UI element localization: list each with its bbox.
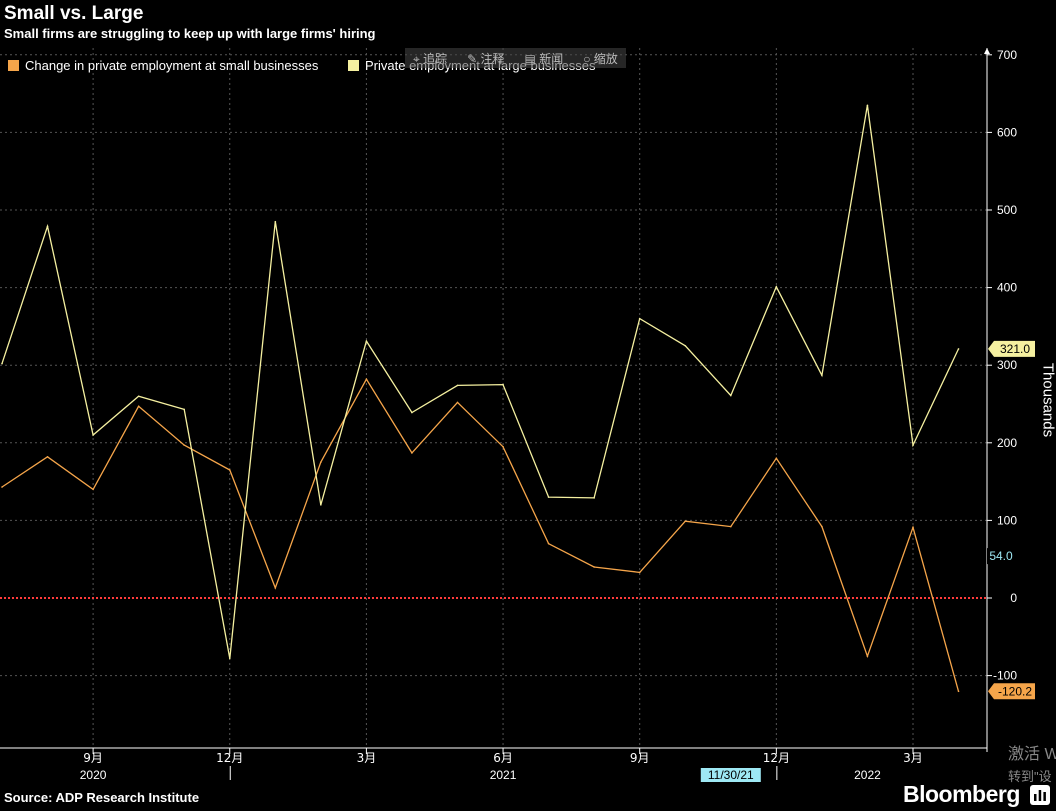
- data-point-large: [1, 362, 3, 365]
- series-line-large: [1, 105, 960, 659]
- data-point-large: [638, 317, 641, 320]
- x-tick-label: 9月: [630, 751, 650, 765]
- data-point-small: [46, 455, 49, 458]
- extra-axis-label: 54.0: [989, 549, 1013, 563]
- data-point-large: [730, 394, 732, 397]
- data-point-large: [92, 434, 94, 436]
- axis-labels: -100 0 100 200 300 400 500 600 700 9月 12月 3月 6月 9月 12月…: [80, 48, 1035, 782]
- y-tick-label: 0: [1010, 591, 1017, 605]
- y-axis-label: Thousands: [1039, 362, 1056, 438]
- date-badge: 11/30/21: [708, 768, 754, 782]
- data-point-small: [228, 469, 231, 471]
- y-tick-label: 300: [997, 358, 1017, 372]
- x-tick-label: 9月: [83, 751, 103, 765]
- data-point-large: [137, 395, 140, 398]
- x-tick-label: 12月: [216, 751, 243, 765]
- data-point-large: [411, 411, 413, 414]
- data-point-small: [638, 571, 641, 574]
- data-point-small: [866, 655, 869, 657]
- data-point-large: [866, 104, 869, 107]
- data-point-large: [684, 345, 687, 347]
- toolbar-track[interactable]: ⌖ 追踪: [413, 51, 448, 66]
- data-point-small: [411, 452, 413, 454]
- data-point-large: [912, 444, 914, 446]
- end-value-label: 321.0: [1000, 342, 1030, 356]
- toolbar-zoom[interactable]: ○ 缩放: [583, 51, 618, 66]
- x-year-label: 2021: [490, 768, 517, 782]
- data-point-small: [957, 690, 960, 693]
- y-tick-label: 600: [997, 125, 1017, 139]
- toolbar-news[interactable]: ▤ 新闻: [524, 51, 564, 66]
- data-point-large: [228, 657, 231, 660]
- os-activation-watermark-sub: 转到"设: [1008, 769, 1052, 784]
- data-point-small: [547, 542, 550, 545]
- data-point-large: [593, 497, 595, 499]
- data-point-small: [684, 520, 687, 522]
- data-point-large: [183, 408, 185, 411]
- data-point-small: [456, 401, 459, 404]
- legend-swatch-large: [348, 60, 359, 71]
- x-year-label: 2022: [854, 768, 881, 782]
- grid: [0, 48, 987, 748]
- x-tick-label: 3月: [903, 751, 923, 765]
- end-value-tag: [988, 340, 1035, 357]
- x-tick-label: 3月: [357, 751, 377, 765]
- extra-axis-label-bg: [987, 548, 1015, 565]
- x-tick-label: 6月: [493, 751, 513, 765]
- legend-label-small: Change in private employment at small bu…: [25, 58, 319, 73]
- x-year-label: 2020: [80, 768, 107, 782]
- data-point-small: [1, 486, 3, 488]
- brand-logo: Bloomberg: [903, 781, 1020, 807]
- axes: [0, 48, 992, 780]
- data-point-large: [46, 225, 49, 228]
- series-lines: [1, 104, 960, 693]
- data-point-small: [502, 445, 504, 448]
- data-point-large: [320, 504, 322, 506]
- end-value-tag: [988, 683, 1035, 700]
- source-note: Source: ADP Research Institute: [4, 790, 200, 805]
- legend-swatch-small: [8, 60, 19, 71]
- chart-toolbar-overlay: ⌖ 追踪 ✎ 注释 ▤ 新闻 ○ 缩放: [405, 48, 626, 68]
- y-tick-label: 700: [997, 48, 1017, 62]
- y-tick-label: -100: [993, 669, 1017, 683]
- data-point-large: [502, 383, 504, 386]
- data-point-small: [92, 488, 94, 491]
- data-point-small: [320, 461, 322, 464]
- x-tick-label: 12月: [763, 751, 790, 765]
- y-tick-label: 200: [997, 436, 1017, 450]
- data-point-small: [183, 444, 185, 446]
- series-line-small: [1, 377, 960, 692]
- data-point-small: [821, 525, 823, 528]
- os-activation-watermark: 激活 W: [1008, 746, 1056, 763]
- data-point-large: [821, 374, 823, 377]
- data-point-large: [547, 496, 550, 498]
- data-point-large: [456, 384, 459, 387]
- end-value-label: -120.2: [998, 684, 1032, 698]
- y-tick-label: 500: [997, 203, 1017, 217]
- date-badge-bg: [700, 768, 761, 782]
- data-point-large: [957, 348, 960, 350]
- data-point-small: [730, 525, 732, 528]
- data-point-small: [775, 457, 778, 460]
- y-tick-label: 400: [997, 281, 1017, 295]
- y-axis-arrow: [984, 48, 990, 54]
- data-point-large: [274, 220, 277, 223]
- data-point-large: [365, 340, 368, 342]
- data-point-small: [137, 405, 140, 408]
- data-point-large: [775, 286, 778, 288]
- data-point-small: [365, 378, 368, 380]
- y-tick-label: 100: [997, 513, 1017, 527]
- chart-title: Small vs. Large: [4, 3, 144, 24]
- legend-item-small[interactable]: Change in private employment at small bu…: [8, 58, 318, 73]
- toolbar-annotate[interactable]: ✎ 注释: [467, 51, 505, 66]
- data-point-small: [274, 587, 277, 589]
- data-point-small: [912, 526, 914, 529]
- data-point-small: [593, 566, 595, 568]
- chart-subtitle: Small firms are struggling to keep up wi…: [4, 26, 376, 41]
- bloomberg-icon: [1030, 785, 1050, 805]
